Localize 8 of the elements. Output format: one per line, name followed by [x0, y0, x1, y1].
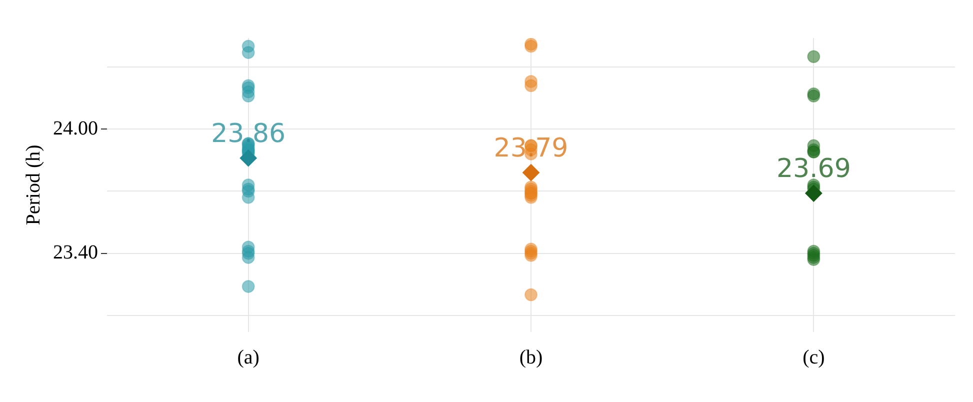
y-tick-label: 24.00	[53, 117, 98, 140]
x-tick-label: (a)	[237, 346, 260, 368]
data-label: 23.86	[211, 118, 286, 149]
y-axis-title: Period (h)	[22, 144, 44, 226]
x-tick-label: (b)	[519, 346, 543, 368]
y-tick-label: 23.40	[53, 242, 98, 264]
x-tick-label: (c)	[802, 346, 825, 368]
data-label: 23.69	[776, 154, 851, 184]
